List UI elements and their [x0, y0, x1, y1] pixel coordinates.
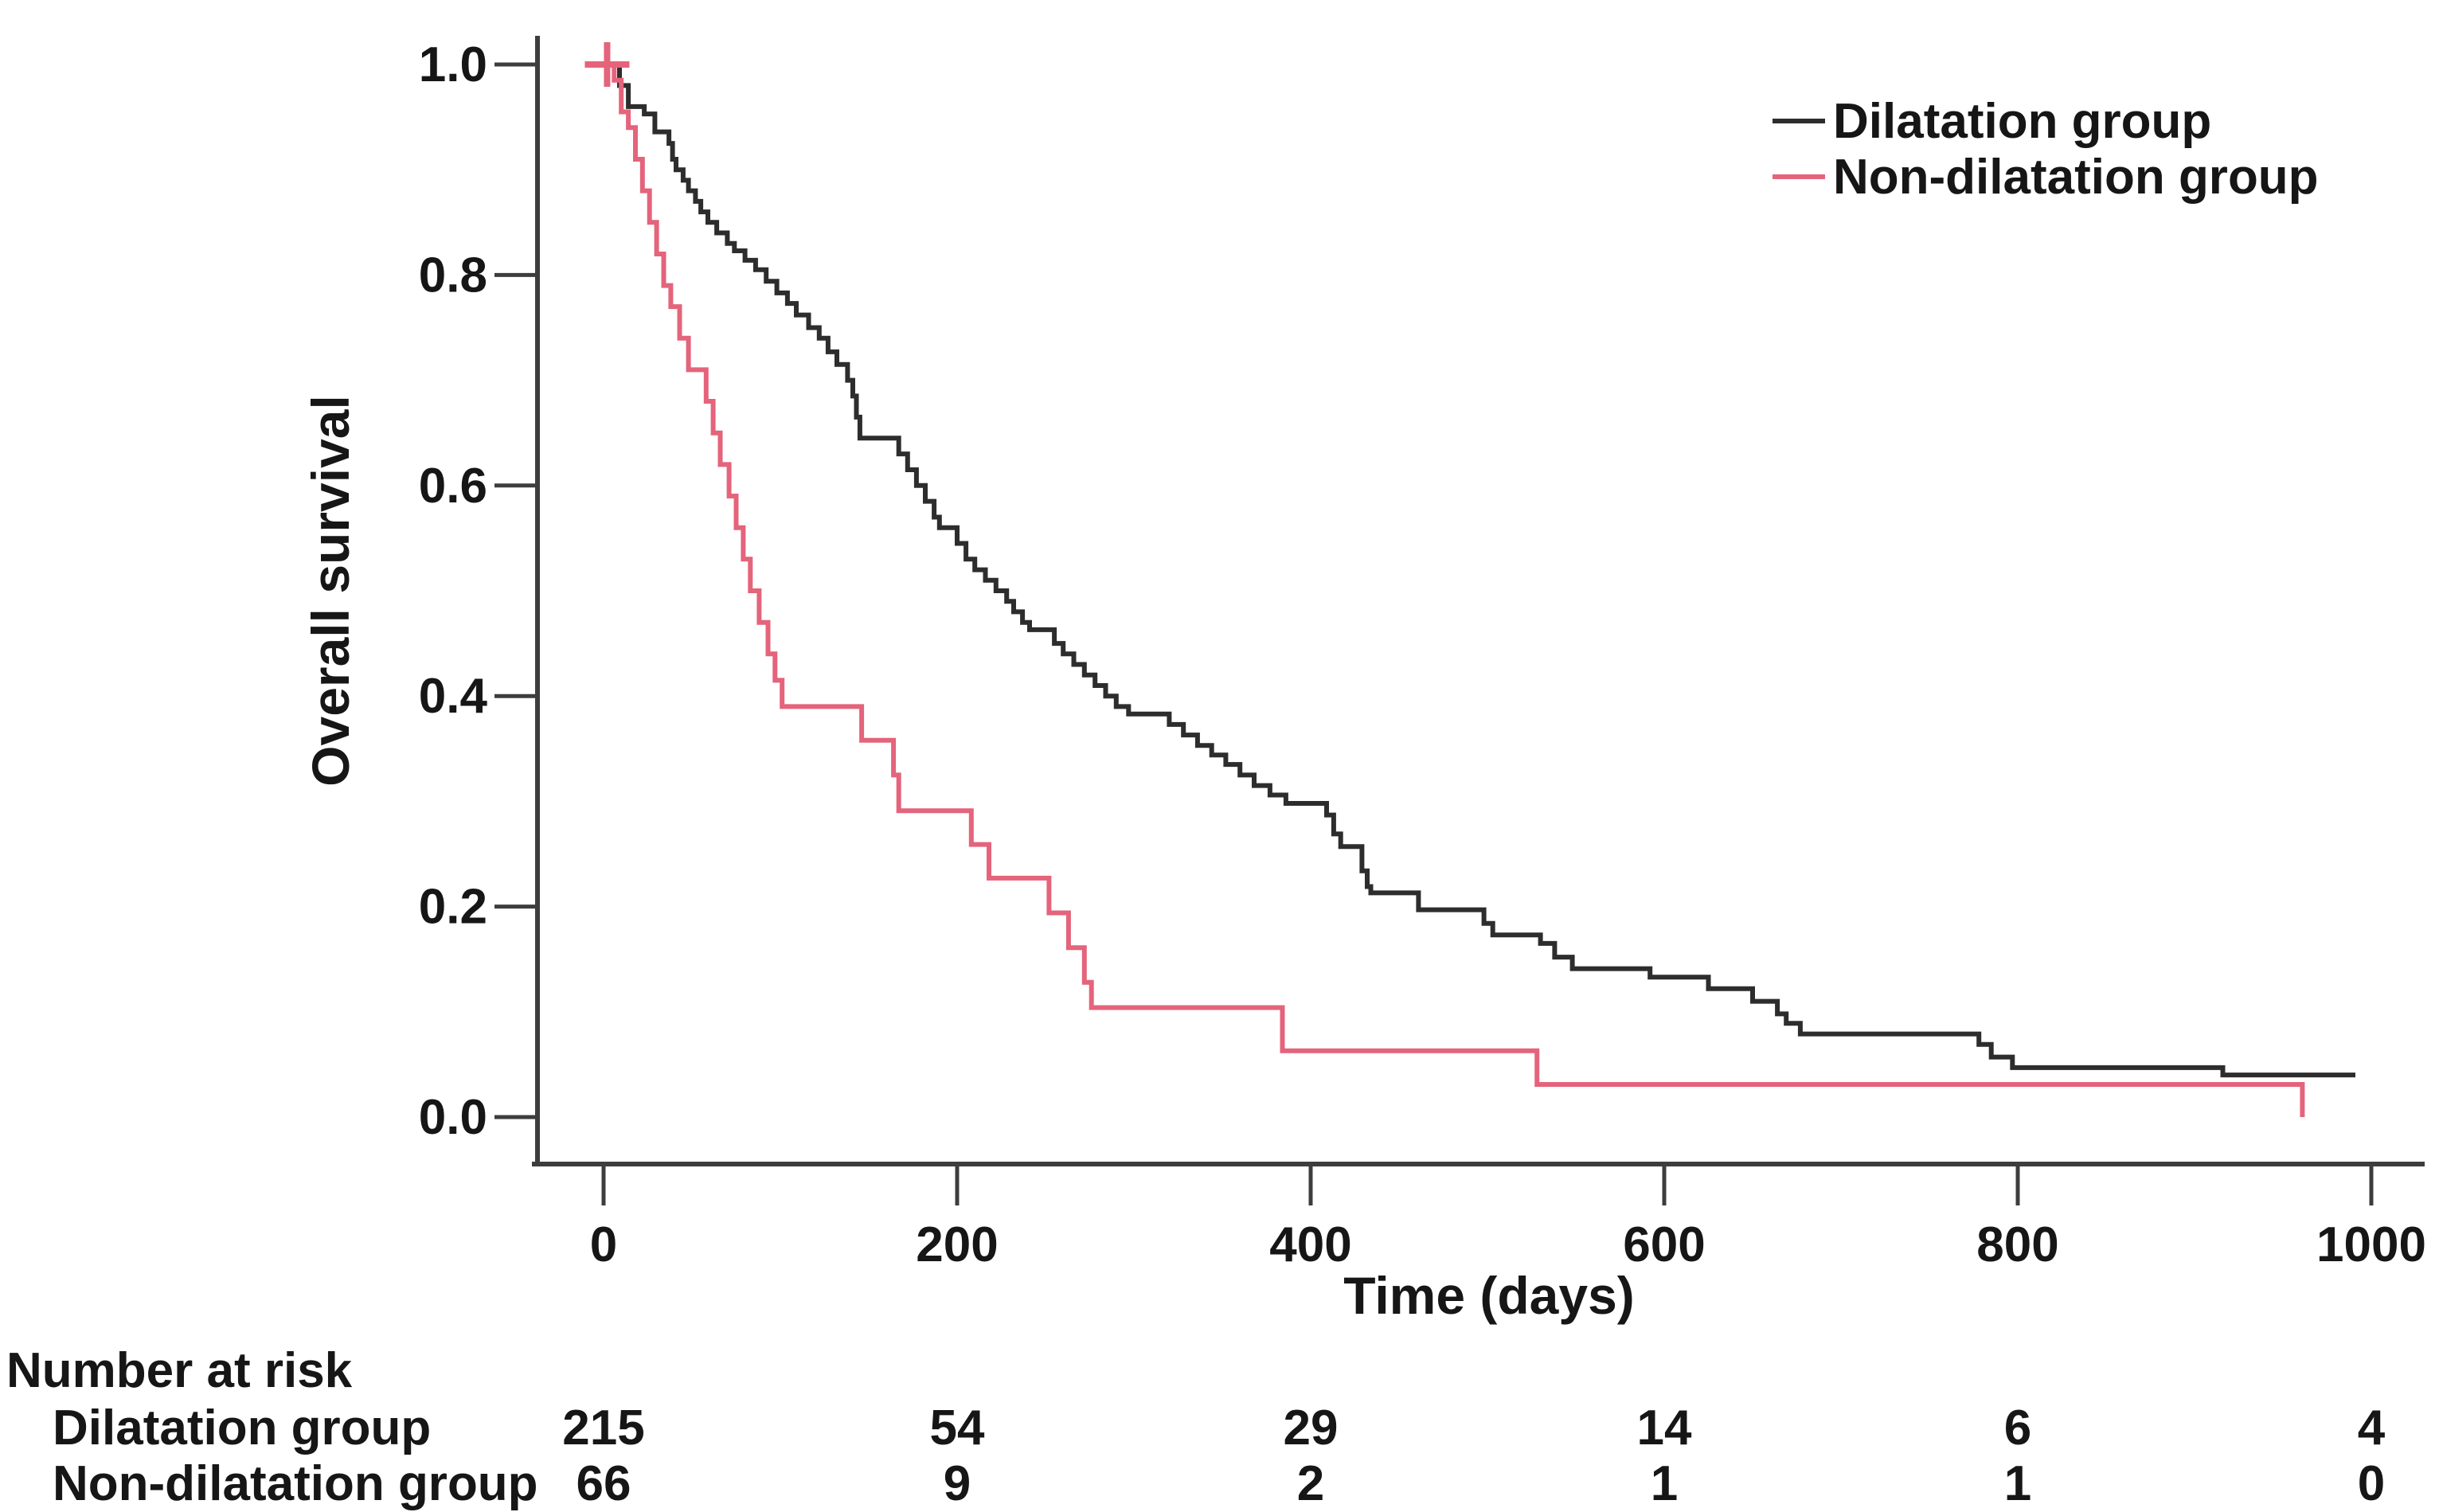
risk-count: 215 [562, 1401, 644, 1455]
risk-count: 2 [1297, 1456, 1324, 1511]
risk-count: 9 [944, 1456, 971, 1511]
x-tick-label: 0 [590, 1217, 617, 1272]
risk-count: 54 [930, 1401, 985, 1455]
x-tick-label: 600 [1623, 1217, 1705, 1272]
risk-row-label: Dilatation group [53, 1401, 431, 1455]
y-axis-title: Overall survival [301, 395, 360, 787]
x-tick-label: 1000 [2316, 1217, 2426, 1272]
axis-lines [532, 36, 2425, 1166]
risk-count: 0 [2358, 1456, 2385, 1511]
risk-row-label: Non-dilatation group [53, 1456, 538, 1511]
x-axis-title: Time (days) [1343, 1266, 1635, 1325]
y-tick-label: 0.0 [419, 1090, 487, 1145]
risk-count: 6 [2004, 1401, 2031, 1455]
y-tick-label: 1.0 [419, 37, 487, 92]
km-curve-dilatation [604, 62, 2355, 1078]
censor-mark-icon [584, 42, 630, 87]
legend-label: Non-dilatation group [1833, 150, 2319, 205]
risk-count: 66 [577, 1456, 631, 1511]
x-tick-label: 400 [1269, 1217, 1351, 1272]
y-tick-label: 0.2 [419, 880, 487, 935]
y-tick-label: 0.6 [419, 459, 487, 514]
risk-count: 1 [1651, 1456, 1678, 1511]
y-tick-label: 0.4 [419, 669, 488, 724]
risk-count: 29 [1284, 1401, 1339, 1455]
x-tick-label: 800 [1976, 1217, 2058, 1272]
risk-count: 1 [2004, 1456, 2031, 1511]
risk-count: 4 [2358, 1401, 2386, 1455]
legend-label: Dilatation group [1833, 94, 2211, 149]
y-tick-label: 0.8 [419, 248, 487, 303]
risk-count: 14 [1637, 1401, 1692, 1455]
chart-generated-layer: 1.0 0.8 0.6 0.4 0.2 0.0 0 200 400 600 800 1000 Dilat… [53, 36, 2426, 1511]
risk-table-title: Number at risk [6, 1343, 353, 1398]
x-tick-label: 200 [916, 1217, 998, 1272]
km-curve-non-dilatation [604, 62, 2305, 1117]
